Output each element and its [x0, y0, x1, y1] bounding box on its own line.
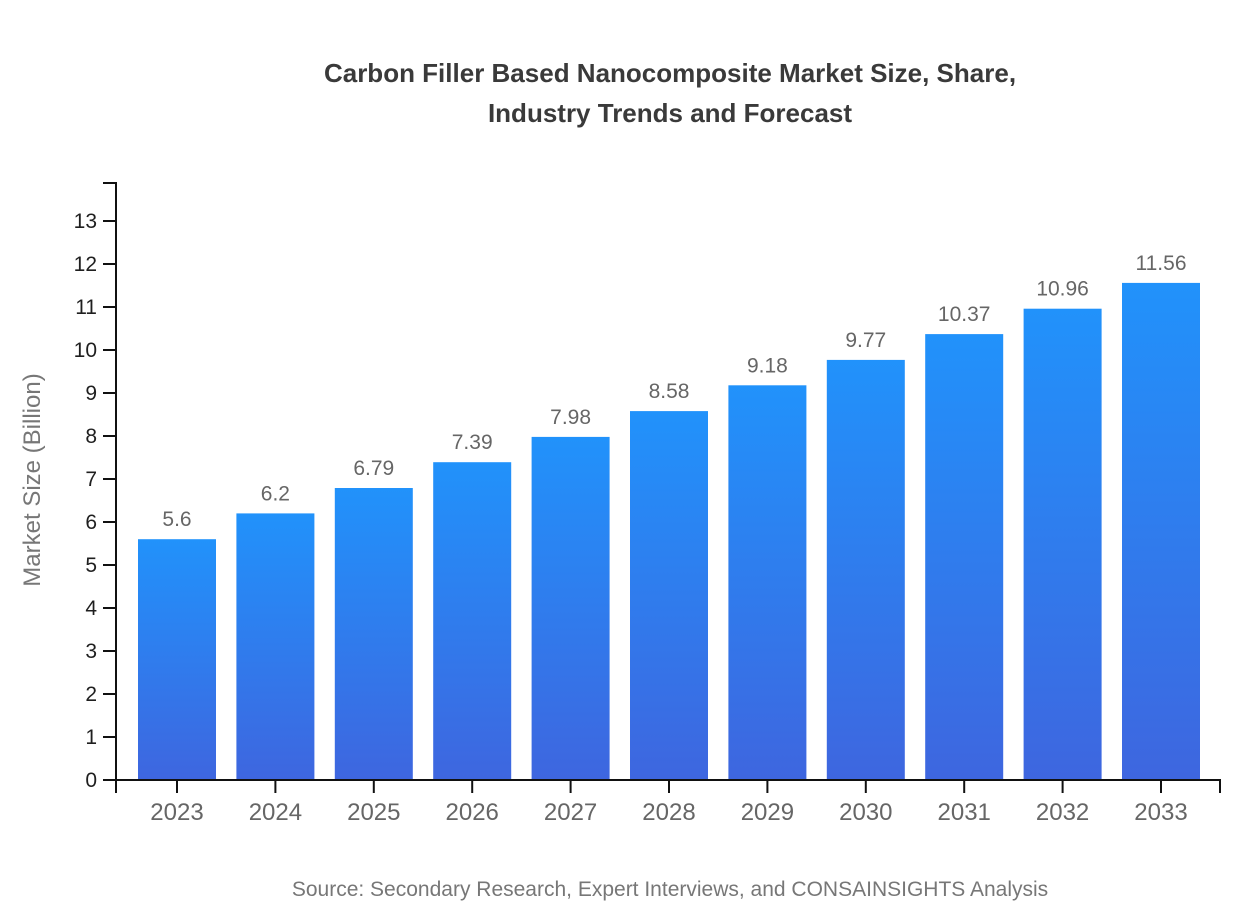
bar-2030 — [826, 359, 905, 780]
bar-value-label: 7.39 — [452, 431, 493, 454]
y-tick-label: 9 — [85, 382, 97, 405]
x-tick-label-2032: 2032 — [1036, 799, 1089, 826]
x-tick-label-2031: 2031 — [938, 799, 991, 826]
chart-title: Carbon Filler Based Nanocomposite Market… — [80, 53, 1260, 133]
bar-2027 — [531, 436, 610, 780]
x-tick-label-2023: 2023 — [150, 799, 203, 826]
bar-value-label: 9.77 — [845, 329, 886, 352]
x-tick-label-2025: 2025 — [347, 799, 400, 826]
bar-2024 — [236, 513, 315, 780]
x-tick-label-2027: 2027 — [544, 799, 597, 826]
y-tick-label: 10 — [74, 339, 97, 362]
y-tick-label: 4 — [85, 597, 97, 620]
bar-2028 — [630, 411, 708, 780]
y-tick-label: 6 — [85, 511, 97, 534]
bar-value-label: 10.37 — [938, 303, 991, 326]
y-tick-label: 13 — [74, 210, 97, 233]
x-tick-label-2024: 2024 — [249, 799, 302, 826]
y-tick-label: 1 — [85, 726, 97, 749]
y-tick-label: 8 — [85, 425, 97, 448]
y-tick-label: 11 — [75, 296, 97, 319]
bar-2023 — [138, 539, 216, 780]
bar-2031 — [925, 334, 1004, 780]
bar-2025 — [334, 488, 413, 780]
chart-title-line-1: Carbon Filler Based Nanocomposite Market… — [323, 58, 1017, 88]
y-tick-label: 12 — [74, 253, 97, 276]
x-tick-label-2033: 2033 — [1134, 799, 1187, 826]
y-tick-label: 0 — [85, 769, 97, 792]
bar-value-label: 10.96 — [1036, 278, 1089, 301]
chart-title-line-2: Industry Trends and Forecast — [487, 98, 853, 128]
x-tick-label-2029: 2029 — [741, 799, 794, 826]
bar-2029 — [728, 385, 807, 780]
source-note: Source: Secondary Research, Expert Inter… — [291, 878, 1049, 901]
bar-2026 — [433, 462, 512, 780]
y-tick-label: 7 — [85, 468, 97, 491]
bar-value-label: 6.2 — [261, 482, 290, 505]
bar-2032 — [1023, 308, 1102, 780]
bar-2033 — [1122, 282, 1200, 780]
y-tick-label: 5 — [85, 554, 97, 577]
bar-value-label: 6.79 — [353, 457, 394, 480]
bar-value-label: 11.56 — [1136, 252, 1187, 275]
bar-value-label: 7.98 — [550, 406, 591, 429]
bar-value-label: 5.6 — [162, 508, 191, 531]
x-tick-label-2026: 2026 — [446, 799, 499, 826]
y-tick-label: 3 — [85, 640, 97, 663]
x-tick-label-2030: 2030 — [839, 799, 892, 826]
bar-value-label: 8.58 — [649, 380, 690, 403]
bar-value-label: 9.18 — [747, 354, 788, 377]
y-tick-label: 2 — [85, 683, 97, 706]
x-tick-label-2028: 2028 — [642, 799, 695, 826]
